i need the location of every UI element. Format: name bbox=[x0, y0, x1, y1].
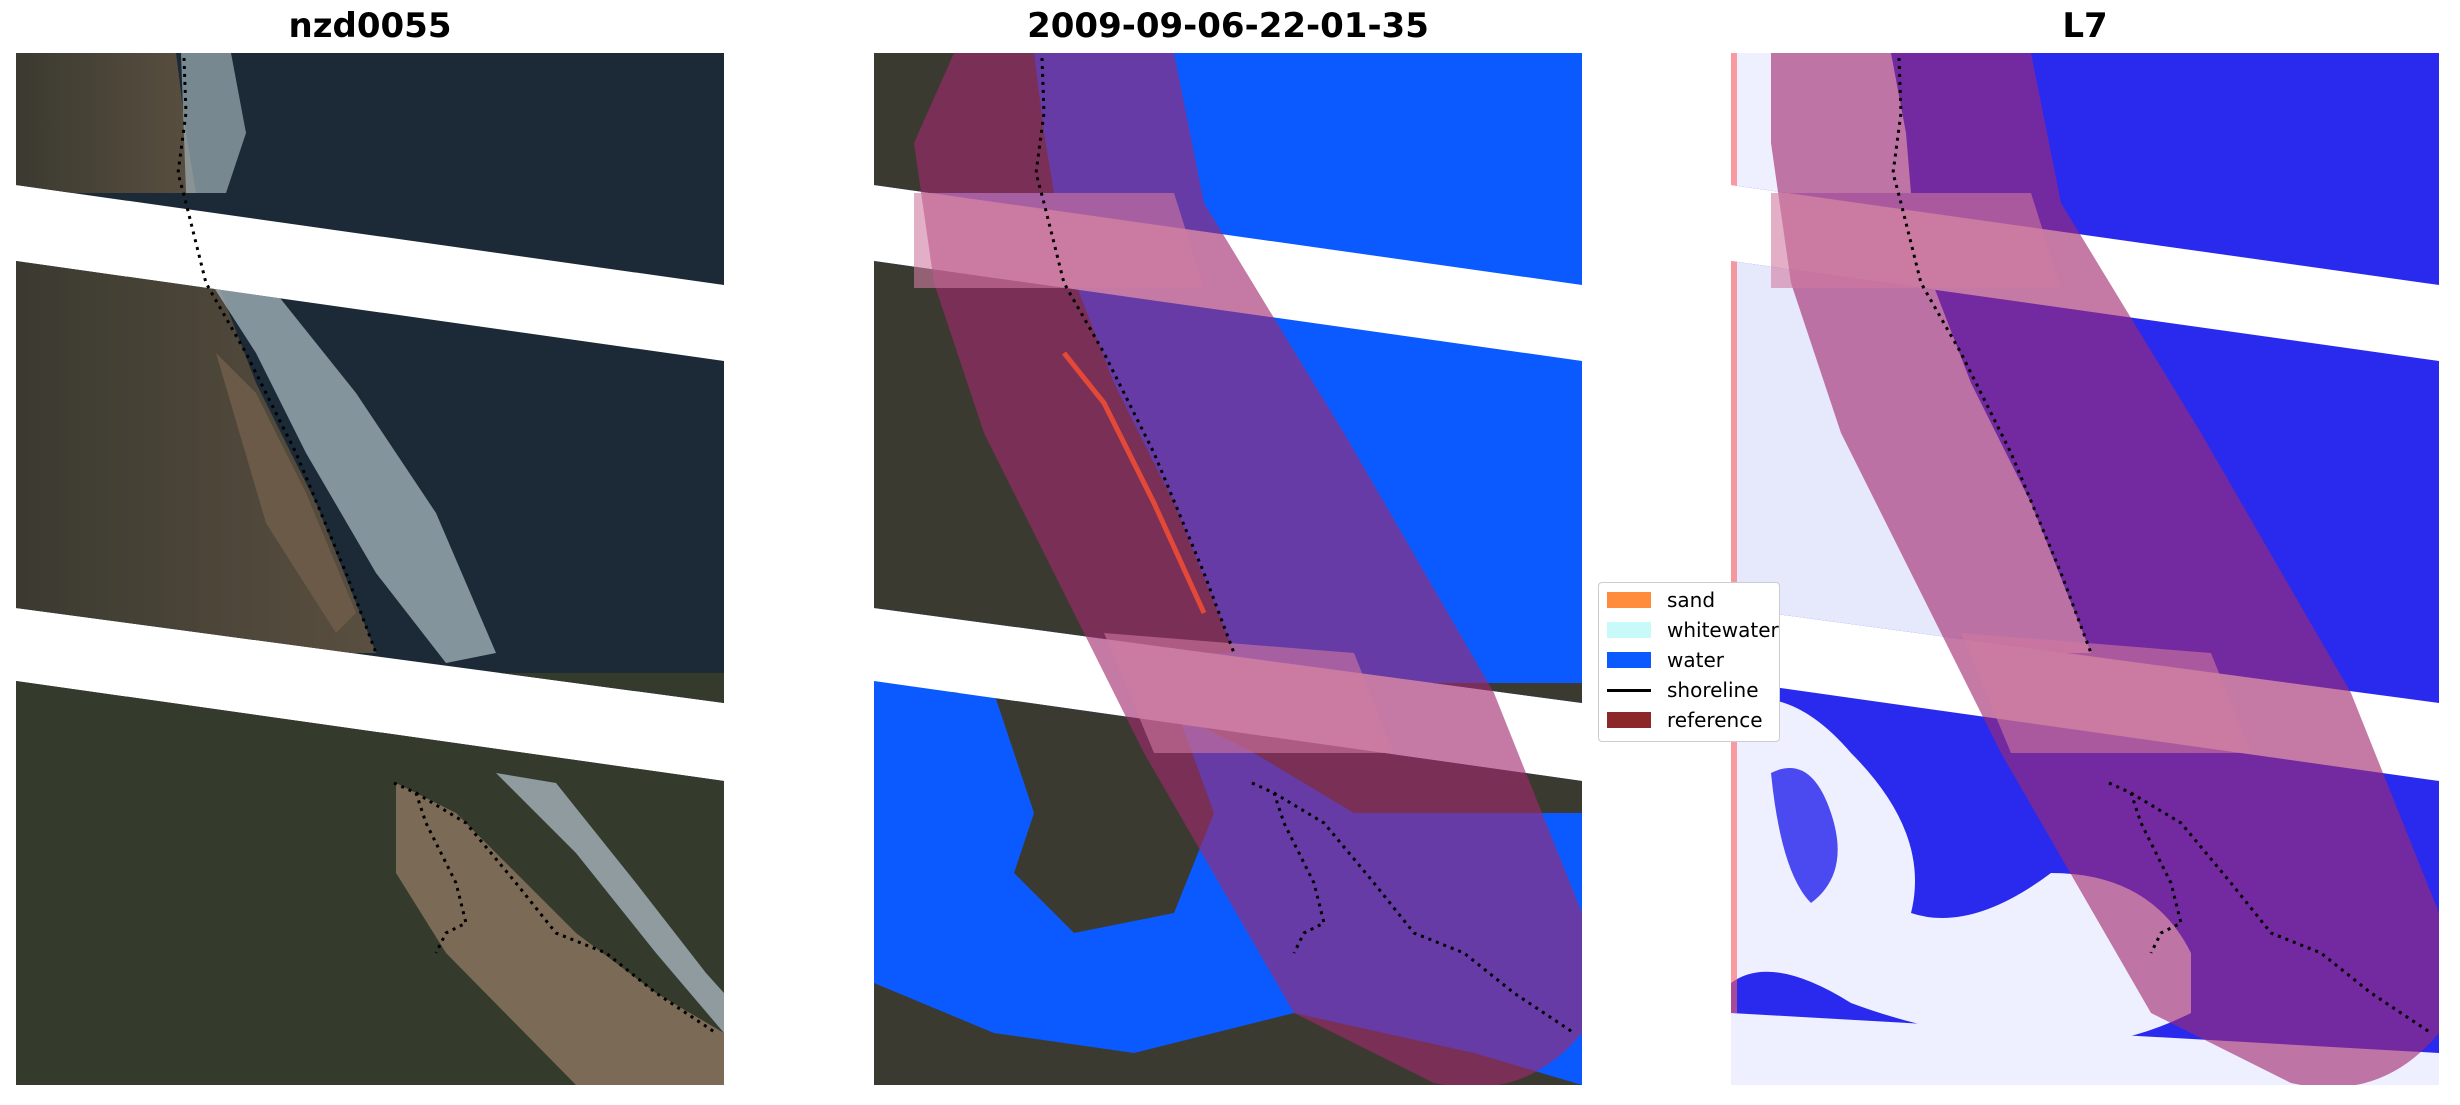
legend-swatch-reference bbox=[1607, 712, 1651, 728]
legend-swatch-sand bbox=[1607, 592, 1651, 608]
rgb-satellite-image bbox=[16, 53, 724, 1085]
panel-title-rgb: nzd0055 bbox=[288, 6, 452, 46]
legend: sand whitewater water shoreline referenc… bbox=[1598, 582, 1780, 742]
legend-label-water: water bbox=[1667, 648, 1724, 672]
legend-swatch-whitewater bbox=[1607, 622, 1651, 638]
legend-item-sand: sand bbox=[1607, 587, 1715, 613]
legend-item-whitewater: whitewater bbox=[1607, 617, 1779, 643]
index-image bbox=[1731, 53, 2439, 1085]
legend-label-reference: reference bbox=[1667, 708, 1763, 732]
panel-title-index: L7 bbox=[2062, 6, 2108, 46]
legend-label-whitewater: whitewater bbox=[1667, 618, 1779, 642]
panel-title-classification: 2009-09-06-22-01-35 bbox=[1027, 6, 1429, 46]
legend-item-reference: reference bbox=[1607, 707, 1763, 733]
legend-item-shoreline: shoreline bbox=[1607, 677, 1759, 703]
classification-image bbox=[874, 53, 1582, 1085]
legend-swatch-shoreline bbox=[1607, 688, 1651, 692]
legend-item-water: water bbox=[1607, 647, 1724, 673]
legend-label-sand: sand bbox=[1667, 588, 1716, 612]
legend-label-shoreline: shoreline bbox=[1667, 678, 1759, 702]
legend-swatch-water bbox=[1607, 652, 1651, 668]
